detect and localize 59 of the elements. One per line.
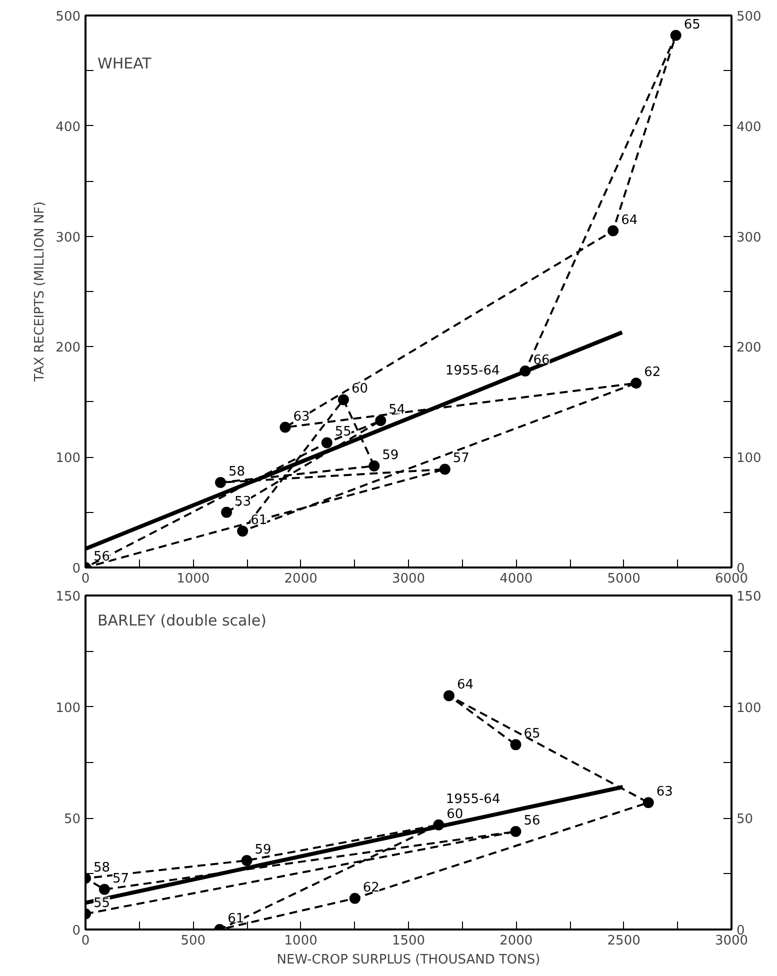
- annotation: 64: [456, 678, 474, 693]
- series-label: 1955-64: [445, 364, 500, 379]
- annotation: 60: [446, 806, 464, 822]
- annotation: 65: [524, 726, 540, 742]
- annotation: 62: [644, 365, 661, 380]
- x-tick-label: 500: [180, 934, 206, 948]
- y2-tick-label: 300: [736, 230, 762, 246]
- y2-tick-label: 500: [736, 10, 762, 24]
- y-tick-label: 0: [72, 924, 81, 938]
- annotation: 58: [94, 860, 110, 876]
- y2-tick-label: 400: [736, 120, 762, 135]
- y-tick-label: 300: [56, 230, 81, 246]
- annotation: 56: [94, 550, 110, 564]
- y-tick-label: 0: [72, 562, 81, 576]
- annotation: 64: [621, 212, 638, 228]
- annotation: 62: [362, 880, 380, 896]
- y2-tick-label: 150: [736, 590, 762, 604]
- annotation: 63: [656, 784, 673, 800]
- x-tick-label: 1500: [392, 934, 426, 948]
- y2-tick-label: 100: [736, 451, 762, 466]
- x-tick-label: 2500: [607, 934, 640, 948]
- y2-tick-label: 200: [736, 340, 762, 356]
- y2-tick-label: 100: [736, 700, 762, 716]
- series-label: 1955-64: [446, 792, 500, 808]
- y-tick-label: 400: [56, 120, 81, 135]
- annotation: 59: [254, 842, 272, 858]
- annotation: 53: [234, 494, 252, 510]
- text: WHEAT: [98, 54, 152, 72]
- x-tick-label: 2000: [284, 572, 318, 586]
- annotation: 61: [250, 513, 268, 528]
- annotation: 54: [388, 402, 406, 418]
- y2-tick-label: 50: [736, 812, 754, 828]
- x-tick-label: 5000: [607, 572, 640, 586]
- y-tick-label: 150: [56, 590, 81, 604]
- annotation: 59: [382, 448, 399, 463]
- y-tick-label: 100: [56, 451, 81, 466]
- text: BARLEY (double scale): [98, 612, 266, 630]
- x-tick-label: 2000: [500, 934, 533, 948]
- x-tick-label: 3000: [392, 572, 426, 586]
- annotation: 57: [112, 871, 129, 886]
- annotation: 55: [334, 424, 352, 440]
- annotation: 55: [94, 896, 110, 911]
- y-tick-label: 200: [56, 340, 81, 356]
- y-tick-label: 100: [56, 700, 81, 716]
- annotation: 56: [524, 814, 540, 829]
- y-axis-title: TAX RECEIPTS (MILLION NF): [32, 201, 48, 383]
- annotation: 58: [228, 464, 246, 480]
- annotation: 65: [684, 17, 700, 32]
- annotation: 66: [533, 352, 550, 368]
- annotation: 57: [452, 451, 470, 466]
- x-tick-label: 4000: [500, 572, 533, 586]
- x-axis-title: NEW-CROP SURPLUS (THOUSAND TONS): [276, 952, 540, 968]
- annotation: 61: [228, 912, 244, 926]
- y-tick-label: 50: [64, 812, 81, 828]
- annotation: 60: [351, 382, 368, 397]
- annotation: 63: [293, 409, 310, 424]
- x-tick-label: 1000: [284, 934, 318, 948]
- y-tick-label: 500: [56, 10, 81, 24]
- x-tick-label: 1000: [176, 572, 210, 586]
